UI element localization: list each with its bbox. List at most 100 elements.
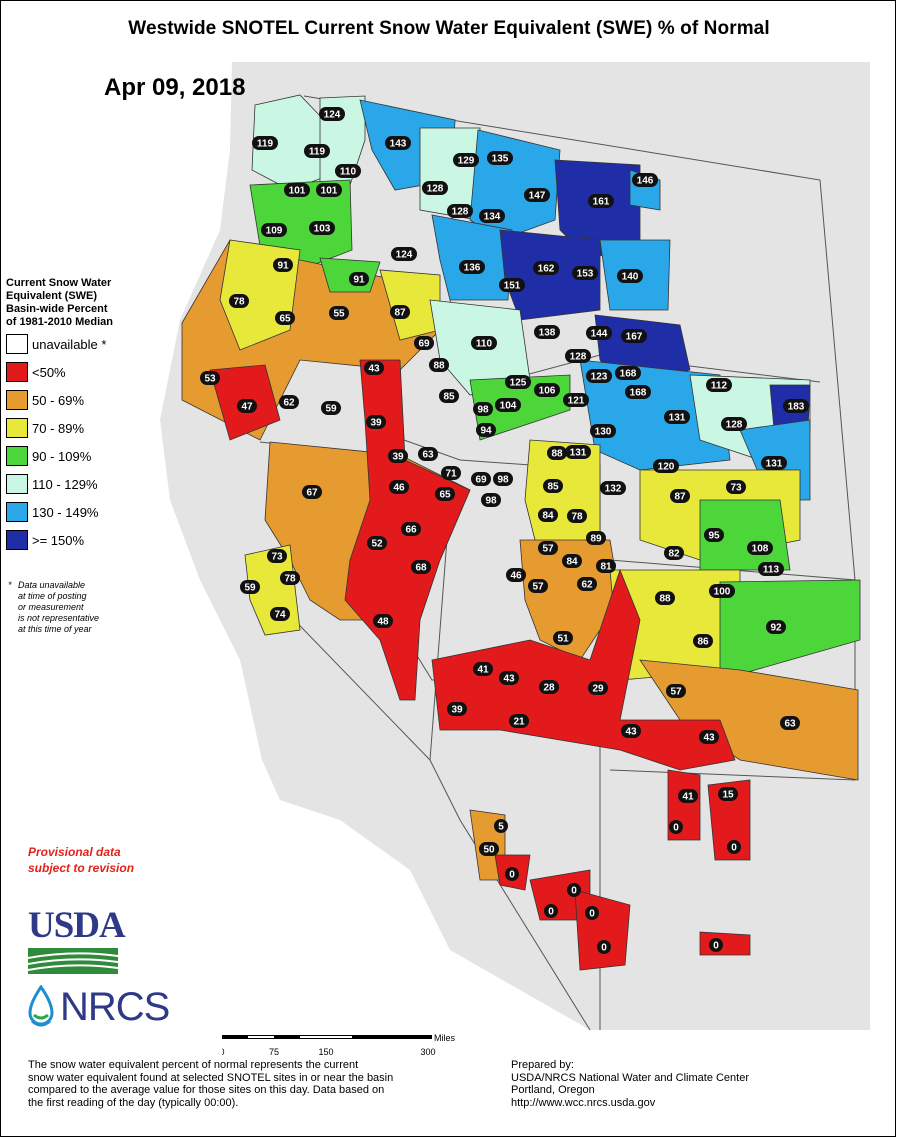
- prepared-by: Prepared by: USDA/NRCS National Water an…: [511, 1059, 831, 1109]
- basin-value: 138: [534, 325, 560, 339]
- basin-value-text: 128: [570, 352, 587, 363]
- basin-value: 59: [321, 401, 341, 415]
- basin-value-text: 128: [427, 184, 444, 195]
- prepared-line: Prepared by:: [511, 1059, 574, 1071]
- basin-value-pill: [621, 329, 647, 343]
- basin-value-pill: [411, 560, 431, 574]
- basin-value: 63: [780, 716, 800, 730]
- basin-value: 48: [373, 614, 393, 628]
- basin-value-pill: [565, 349, 591, 363]
- scale-tick: 300: [420, 1047, 435, 1057]
- basin-value-text: 121: [568, 396, 585, 407]
- basin-value: 57: [528, 579, 548, 593]
- basin-value-pill: [572, 266, 598, 280]
- basin-value-pill: [505, 867, 519, 881]
- basin-value-text: 162: [538, 264, 555, 275]
- basin-value: 62: [577, 577, 597, 591]
- basin-value-text: 52: [371, 539, 383, 550]
- footnote-line: at this time of year: [18, 624, 92, 634]
- prepared-url[interactable]: http://www.wcc.nrcs.usda.gov: [511, 1096, 656, 1109]
- basin-value: 50: [479, 842, 499, 856]
- footnote-line: is not representative: [18, 613, 100, 623]
- basin-value-text: 57: [670, 687, 682, 698]
- region-ut-red: [431, 568, 736, 771]
- footnote-star: *: [8, 580, 12, 590]
- basin-value-text: 128: [726, 420, 743, 431]
- basin-value: 39: [447, 702, 467, 716]
- basin-value: 119: [252, 136, 278, 150]
- basin-value: 161: [588, 194, 614, 208]
- basin-value-text: 87: [674, 492, 686, 503]
- basin-value-text: 0: [601, 943, 607, 954]
- basin-value-pill: [329, 306, 349, 320]
- basin-value-text: 39: [370, 418, 382, 429]
- basin-value: 128: [447, 204, 473, 218]
- scale-unit: Miles: [434, 1033, 456, 1043]
- basin-value: 62: [279, 395, 299, 409]
- basin-value-pill: [669, 820, 683, 834]
- basin-value-text: 59: [325, 404, 337, 415]
- basin-value-pill: [229, 294, 249, 308]
- scale-tick: 75: [269, 1047, 279, 1057]
- basin-value: 95: [704, 528, 724, 542]
- region-nm-red-b: [707, 779, 751, 861]
- basin-value: 43: [621, 724, 641, 738]
- description: The snow water equivalent percent of nor…: [28, 1059, 468, 1109]
- provisional-line: subject to revision: [28, 861, 135, 875]
- basin-value-text: 39: [392, 452, 404, 463]
- basin-value-pill: [547, 446, 567, 460]
- basin-value-text: 78: [284, 574, 296, 585]
- basin-value-text: 92: [770, 623, 782, 634]
- basin-value-text: 168: [630, 388, 647, 399]
- basin-value-pill: [506, 568, 526, 582]
- basin-value-text: 62: [581, 580, 593, 591]
- basin-value-pill: [237, 399, 257, 413]
- basin-value: 110: [335, 164, 361, 178]
- basin-value-pill: [524, 188, 550, 202]
- basin-value-pill: [280, 571, 300, 585]
- basin-value-text: 47: [241, 402, 253, 413]
- basin-value-pill: [414, 336, 434, 350]
- basin-value-text: 71: [445, 469, 457, 480]
- basin-value-pill: [543, 479, 563, 493]
- basin-value-text: 124: [324, 110, 341, 121]
- basin-value-pill: [655, 591, 675, 605]
- basin-value-pill: [653, 459, 679, 473]
- basin-value: 57: [538, 541, 558, 555]
- basin-value: 52: [367, 536, 387, 550]
- basin-value: 66: [401, 522, 421, 536]
- basin-value-text: 0: [571, 886, 577, 897]
- basin-value: 110: [471, 336, 497, 350]
- basin-value: 63: [418, 447, 438, 461]
- basin-value-text: 41: [682, 792, 694, 803]
- basin-value-text: 84: [542, 511, 554, 522]
- basin-value-pill: [367, 536, 387, 550]
- basin-value-pill: [586, 326, 612, 340]
- basin-value: 94: [476, 423, 496, 437]
- basin-value: 0: [585, 906, 599, 920]
- basin-value-pill: [780, 716, 800, 730]
- basin-value-pill: [533, 261, 559, 275]
- basin-value: 91: [349, 272, 369, 286]
- basin-value-pill: [473, 662, 493, 676]
- basin-value-pill: [429, 358, 449, 372]
- basin-value: 43: [499, 671, 519, 685]
- basin-value-text: 82: [668, 549, 680, 560]
- basin-value-pill: [321, 401, 341, 415]
- basin-value-text: 51: [557, 634, 569, 645]
- basin-value-pill: [586, 369, 612, 383]
- basin-value-pill: [302, 485, 322, 499]
- basin-value-text: 138: [539, 328, 556, 339]
- basin-value-pill: [505, 375, 531, 389]
- basin-value: 98: [473, 402, 493, 416]
- basin-value-pill: [471, 336, 497, 350]
- basin-value: 124: [319, 107, 345, 121]
- basin-value-pill: [615, 366, 641, 380]
- basin-value: 29: [588, 681, 608, 695]
- basin-value-pill: [275, 311, 295, 325]
- basin-value-text: 146: [637, 176, 654, 187]
- basin-value-pill: [261, 223, 287, 237]
- basin-value: 84: [562, 554, 582, 568]
- legend-swatch: [6, 502, 28, 522]
- basin-value-pill: [435, 487, 455, 501]
